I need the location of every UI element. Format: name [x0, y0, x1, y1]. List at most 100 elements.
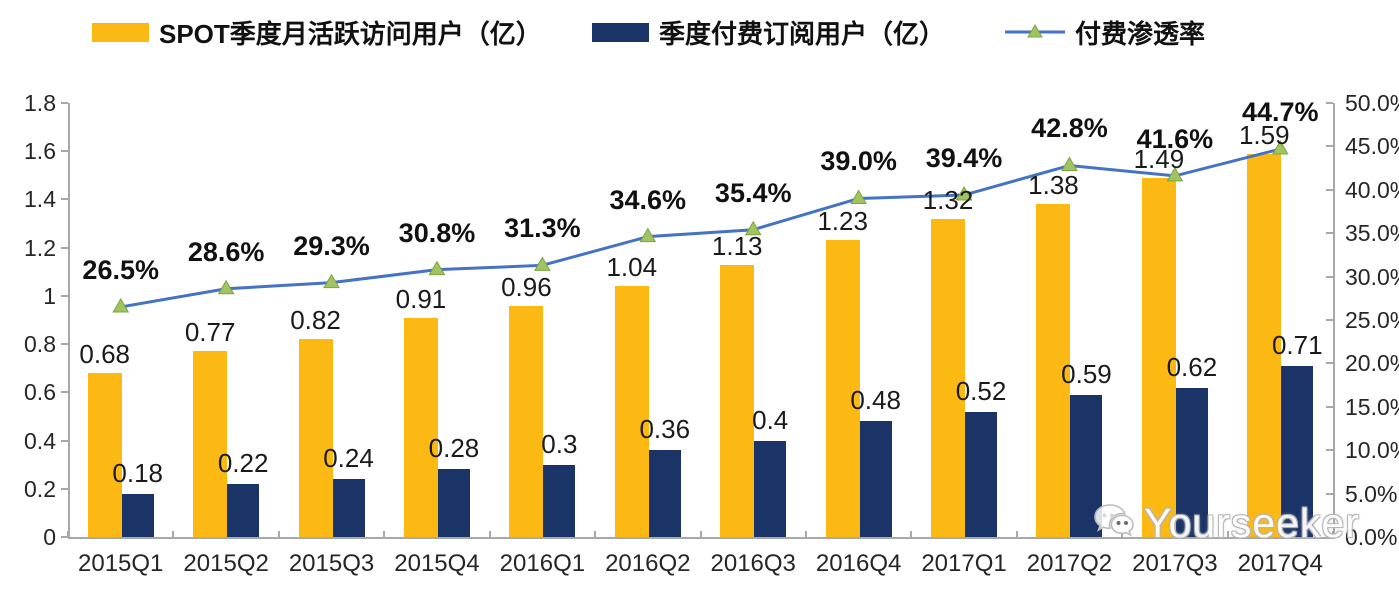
penetration-legend-label: 付费渗透率: [1075, 18, 1206, 49]
right-axis-tick-label: 25.0%: [1345, 307, 1399, 333]
mau-value-label: 1.32: [922, 184, 974, 215]
right-axis-tick-label: 15.0%: [1345, 393, 1399, 420]
penetration-legend-marker: [1005, 24, 1065, 40]
paid-legend-label: 季度付费订阅用户（亿）: [659, 18, 946, 49]
right-axis-tick: [1326, 362, 1333, 365]
x-axis-boundary-tick: [1226, 531, 1229, 537]
paid-value-label: 0.71: [1271, 329, 1323, 360]
paid-value-label: 0.4: [752, 404, 789, 435]
right-axis-tick-label: 20.0%: [1345, 350, 1399, 377]
left-axis-line: [68, 103, 70, 537]
x-axis-label: 2017Q1: [921, 550, 1007, 577]
right-axis-tick: [1326, 492, 1333, 495]
paid-value-label: 0.59: [1061, 358, 1112, 389]
mau-bar: [509, 305, 544, 537]
left-axis-tick: [61, 150, 68, 153]
penetration-value-label: 39.4%: [925, 143, 1003, 173]
mau-value-label: 1.23: [817, 206, 868, 237]
mau-legend-label: SPOT季度月活跃访问用户（亿）: [159, 18, 542, 49]
paid-value-label: 0.28: [428, 433, 480, 464]
paid-legend-swatch: [592, 22, 649, 42]
mau-value-label: 0.68: [79, 339, 130, 370]
penetration-value-label: 35.4%: [714, 177, 792, 208]
left-axis-tick-label: 0.8: [24, 331, 56, 358]
mau-value-label: 0.77: [184, 317, 236, 348]
mau-bar: [403, 317, 438, 537]
x-axis-boundary-tick: [804, 531, 807, 537]
right-axis-tick-label: 40.0%: [1345, 176, 1399, 203]
paid-bar: [648, 450, 681, 537]
left-axis-tick-label: 0: [43, 524, 56, 550]
right-axis-tick-label: 5.0%: [1345, 480, 1398, 507]
x-axis-label: 2016Q3: [710, 550, 796, 577]
left-axis-tick: [61, 536, 68, 538]
x-axis-label: 2017Q4: [1237, 550, 1323, 577]
paid-bar: [332, 479, 365, 537]
mau-value-label: 0.82: [290, 305, 341, 336]
legend-item-paid: 季度付费订阅用户（亿）: [592, 16, 946, 49]
paid-value-label: 0.36: [639, 414, 691, 445]
paid-bar: [437, 469, 470, 537]
right-axis-tick: [1326, 232, 1333, 235]
right-axis-tick: [1326, 275, 1333, 278]
left-axis-tick-label: 1: [43, 282, 56, 309]
x-axis-boundary-tick: [172, 531, 175, 537]
paid-bar: [859, 421, 892, 537]
right-axis-tick-label: 35.0%: [1345, 220, 1399, 247]
penetration-value-label: 34.6%: [609, 184, 687, 215]
right-axis-tick: [1326, 405, 1333, 408]
left-axis-tick: [61, 246, 68, 249]
mau-value-label: 1.13: [711, 230, 763, 261]
right-axis-tick-label: 10.0%: [1345, 437, 1399, 464]
mau-bar: [193, 351, 228, 537]
right-axis-tick: [1326, 145, 1333, 148]
paid-value-label: 0.18: [112, 457, 163, 488]
right-axis-tick: [1326, 102, 1333, 104]
right-axis-tick: [1326, 449, 1333, 452]
left-axis-tick: [61, 487, 68, 490]
paid-value-label: 0.48: [850, 385, 901, 416]
left-axis-tick: [61, 391, 68, 394]
right-axis-tick-label: 0.0%: [1345, 524, 1398, 550]
paid-value-label: 0.52: [955, 375, 1007, 406]
mau-value-label: 0.91: [395, 283, 447, 314]
x-axis-label: 2017Q3: [1132, 550, 1218, 577]
penetration-value-label: 42.8%: [1031, 113, 1108, 144]
x-axis-label: 2015Q2: [183, 550, 269, 577]
mau-bar: [87, 373, 122, 537]
penetration-value-label: 30.8%: [398, 217, 476, 248]
x-axis-label: 2015Q1: [78, 550, 164, 577]
right-axis-tick: [1326, 188, 1333, 191]
left-axis-tick: [61, 294, 68, 297]
mau-bar: [614, 286, 649, 537]
x-axis-label: 2016Q4: [815, 550, 902, 577]
x-axis-boundary-tick: [67, 531, 69, 537]
penetration-value-label: 44.7%: [1242, 97, 1319, 127]
left-axis-tick: [61, 343, 68, 346]
mau-legend-swatch: [92, 22, 149, 42]
right-axis-tick-label: 30.0%: [1345, 263, 1399, 290]
left-axis-tick-label: 1.8: [24, 90, 56, 116]
x-axis-line: [68, 537, 1335, 539]
x-axis-boundary-tick: [277, 531, 280, 537]
penetration-value-label: 29.3%: [293, 230, 370, 261]
x-axis-boundary-tick: [1015, 531, 1018, 537]
x-axis-label: 2017Q2: [1026, 550, 1113, 577]
left-axis-tick: [61, 102, 68, 104]
x-axis-boundary-tick: [1332, 531, 1334, 537]
penetration-value-label: 41.6%: [1136, 123, 1214, 154]
mau-bar: [298, 339, 333, 537]
right-axis-tick: [1326, 536, 1333, 538]
legend-item-mau: SPOT季度月活跃访问用户（亿）: [92, 16, 542, 49]
paid-bar: [1281, 365, 1314, 537]
x-axis-boundary-tick: [488, 531, 491, 537]
left-axis-tick-label: 1.2: [24, 234, 56, 261]
x-axis-boundary-tick: [910, 531, 913, 537]
x-axis-boundary-tick: [594, 531, 597, 537]
paid-bar: [965, 411, 998, 537]
right-axis-tick-label: 45.0%: [1345, 133, 1399, 160]
paid-bar: [754, 440, 787, 537]
